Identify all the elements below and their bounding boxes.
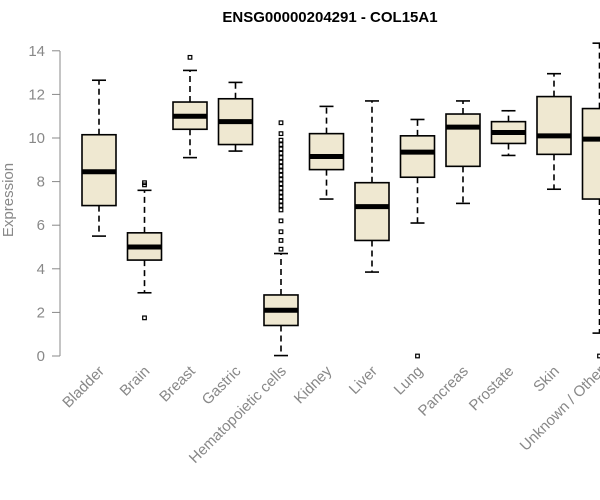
box-skin [536,72,572,191]
iqr-box [354,181,390,242]
outlier-point [415,353,420,359]
outlier-point [278,172,284,178]
y-tick-label: 0 [37,348,45,365]
outlier-point [278,198,284,204]
outlier-point [278,207,284,213]
box-lung [399,118,436,359]
box-brain [126,180,163,321]
box-liver [354,100,390,273]
y-axis-label: Expression [0,163,17,237]
x-tick-label: Brain [117,363,154,400]
outlier-point [142,315,147,321]
iqr-box [399,135,436,179]
x-tick-label: Pancreas [415,363,472,420]
x-tick-label: Lung [391,363,427,399]
y-tick-label: 14 [28,43,45,60]
y-tick-label: 10 [28,130,45,147]
outlier-point [187,54,193,60]
outlier-point [278,120,284,126]
outlier-point [278,185,284,191]
x-tick-label: Bladder [59,363,108,412]
outlier-point [278,238,284,243]
outlier-point [278,155,284,161]
outlier-point [142,180,147,186]
box-prostate [490,109,527,157]
outlier-point [278,150,284,156]
box-series [81,42,600,359]
box-gastric [217,81,254,152]
outlier-point [278,137,284,143]
y-axis-ticks: 0 2 4 6 8 10 12 14 [28,43,60,365]
y-tick-label: 8 [37,174,45,191]
outlier-point [278,177,284,182]
iqr-box [308,132,345,171]
x-tick-label: Breast [156,362,199,405]
box-bladder [81,79,117,237]
outlier-point [278,142,284,147]
box-unknown-other [581,42,600,359]
outlier-point [278,190,284,195]
outlier-point [278,194,284,200]
outlier-point [278,163,284,169]
y-tick-label: 2 [37,304,45,321]
box-pancreas [445,100,481,205]
outlier-point [278,246,284,252]
iqr-box [445,113,481,168]
outlier-point [278,146,284,152]
outlier-point [278,229,284,235]
outlier-point [278,131,284,137]
iqr-box [536,95,572,156]
outlier-point [278,218,284,224]
y-tick-label: 12 [28,86,45,103]
outlier-point [278,168,284,174]
x-tick-label: Kidney [291,362,336,407]
y-tick-label: 4 [37,261,45,278]
box-breast [172,54,208,159]
y-tick-label: 6 [37,217,45,234]
x-tick-label: Liver [346,363,381,398]
x-tick-label: Prostate [466,363,518,415]
outlier-point [278,203,284,208]
chart-title: ENSG00000204291 - COL15A1 [222,9,437,26]
iqr-box [581,107,600,200]
outlier-point [278,181,284,187]
outlier-point [278,159,284,165]
box-kidney [308,105,345,200]
x-tick-label: Skin [530,363,563,396]
box-hematopoietic-cells [263,120,299,357]
